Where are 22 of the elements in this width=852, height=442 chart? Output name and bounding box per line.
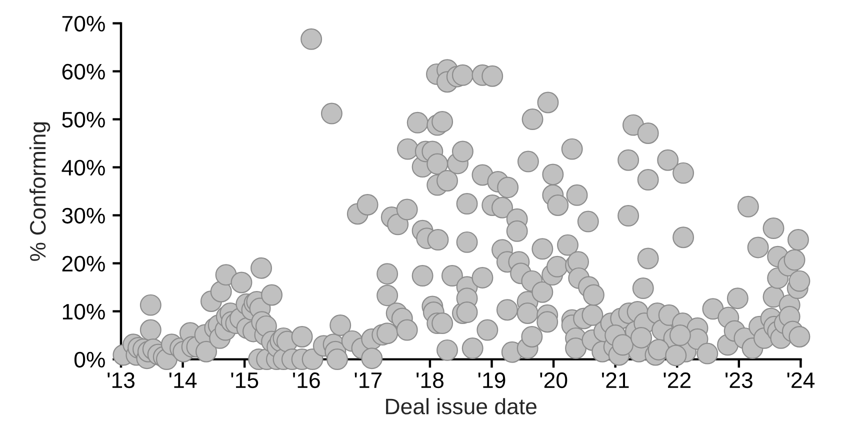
y-tick-label: 10% [62, 304, 105, 320]
y-tick-label: 30% [62, 208, 105, 224]
x-tick-label: '16 [293, 372, 320, 388]
y-tick-label: 40% [62, 160, 105, 176]
y-tick-label: 50% [62, 112, 105, 128]
x-axis-title: Deal issue date [386, 398, 536, 414]
x-tick-label: '17 [354, 372, 382, 388]
x-tick-label: '23 [726, 372, 752, 388]
x-tick-label: '13 [108, 372, 135, 388]
y-tick-label: 60% [62, 64, 105, 80]
x-tick-label: '24 [787, 372, 815, 388]
x-tick-label: '22 [664, 372, 690, 388]
y-tick-label: 0% [74, 352, 105, 368]
x-tick-label: '18 [416, 372, 444, 388]
y-tick-label: 70% [62, 16, 105, 32]
x-tick-label: '20 [540, 372, 568, 388]
x-tick-label: '21 [602, 372, 629, 388]
y-axis-title: % Conforming [29, 122, 50, 261]
x-tick-label: '15 [231, 372, 258, 388]
x-tick-label: '14 [169, 372, 197, 388]
y-tick-label: 20% [62, 256, 105, 272]
x-tick-label: '19 [478, 372, 506, 388]
